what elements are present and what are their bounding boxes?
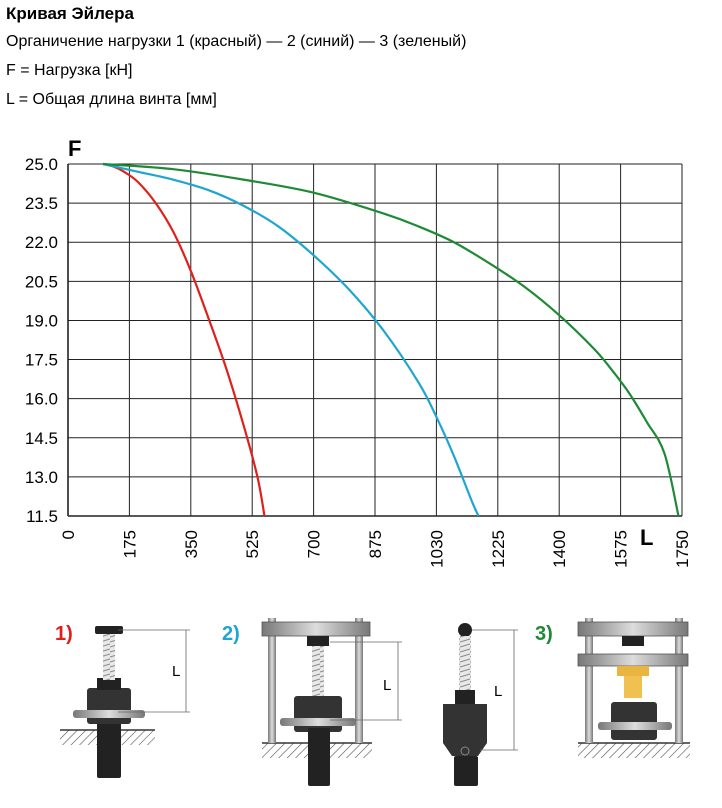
x-tick-label: 1400 [550,530,569,568]
legend-line: Органичение нагрузки 1 (красный) — 2 (си… [6,33,467,50]
y-tick-label: 22.0 [25,233,58,252]
length-label-3: L [494,683,502,700]
y-tick-label: 19.0 [25,311,58,330]
x-axis-description: L = Общая длина винта [мм] [6,91,217,108]
diagram-3-jack: L [443,623,518,786]
chart-title: Кривая Эйлера [6,4,134,23]
diagram-1: 1) L [55,623,190,778]
y-axis-description: F = Нагрузка [кН] [6,62,133,79]
y-tick-labels: 25.0 23.5 22.0 20.5 19.0 17.5 16.0 14.5 13.0 11.5 [25,155,58,526]
y-tick-label: 23.5 [25,194,58,213]
x-tick-labels: 0 175 350 525 700 875 1030 1225 1400 1575 1750 [59,530,692,568]
y-tick-label: 25.0 [25,155,58,174]
x-tick-label: 875 [366,530,385,558]
x-axis-label: L [640,525,653,550]
x-tick-label: 525 [243,530,262,558]
y-tick-label: 14.5 [25,429,58,448]
x-tick-label: 350 [182,530,201,558]
diagram-label-2: 2) [222,623,240,645]
series-line-3 [103,162,680,517]
y-tick-label: 20.5 [25,272,58,291]
diagram-label-1: 1) [55,623,73,645]
y-tick-label: 11.5 [26,507,58,526]
x-tick-label: 1030 [427,530,446,568]
y-tick-label: 13.0 [25,468,58,487]
chart-series [102,162,680,517]
x-tick-label: 1575 [612,530,631,568]
x-tick-label: 1750 [673,530,692,568]
series-line-1 [102,162,266,517]
jack-diagrams: 1) L 2) L [55,618,690,786]
diagram-2: 2) L [222,618,402,786]
x-tick-label: 700 [305,530,324,558]
diagram-label-3: 3) [535,623,553,645]
length-label-1: L [172,663,180,680]
y-tick-label: 17.5 [25,351,58,370]
length-label-2: L [383,677,391,694]
chart-grid [67,163,683,517]
x-tick-label: 1225 [489,530,508,568]
diagram-3: 3) [535,618,690,758]
y-axis-label: F [68,136,81,161]
x-tick-label: 0 [59,530,78,539]
x-tick-label: 175 [120,530,139,558]
y-tick-label: 16.0 [25,390,58,409]
series-line-2 [102,162,480,517]
